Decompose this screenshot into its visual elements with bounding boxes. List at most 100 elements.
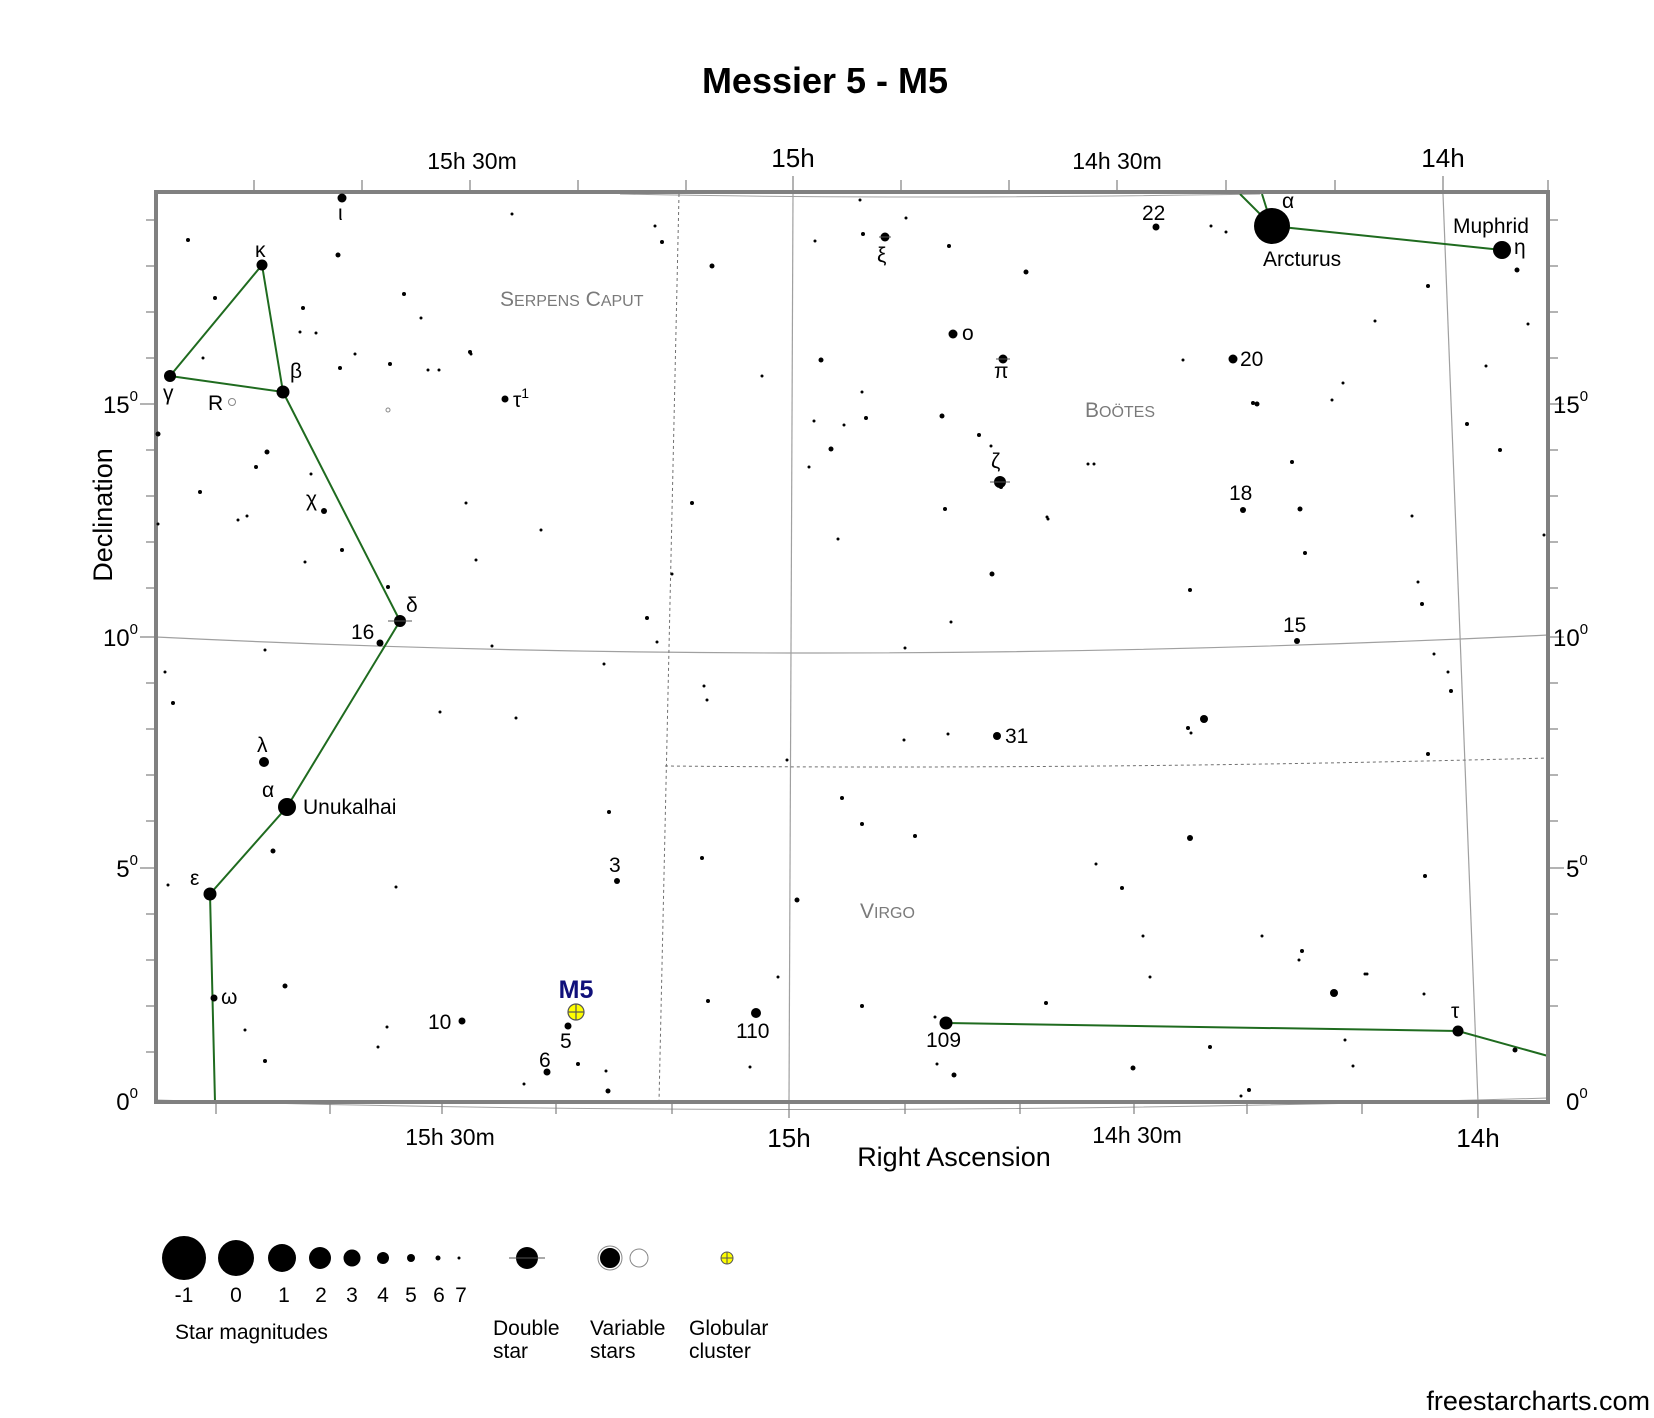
- legend-mag-0: [218, 1240, 254, 1276]
- star: [1297, 958, 1301, 962]
- star-110-vir: [751, 1008, 761, 1018]
- star: [254, 465, 258, 469]
- star: [388, 362, 392, 366]
- dec-right-5: 50: [1566, 852, 1588, 883]
- legend-mag-label: 2: [315, 1284, 327, 1307]
- star: [1239, 1094, 1243, 1098]
- star: [163, 670, 167, 674]
- y-axis-title: Declination: [88, 448, 118, 582]
- star: [947, 244, 951, 248]
- label-10-ser: 10: [428, 1011, 451, 1034]
- proper-names: Arcturus Muphrid Unukalhai: [303, 215, 1529, 819]
- star-6-ser: [543, 1068, 551, 1076]
- constellation-boundaries: [658, 193, 1549, 1103]
- star: [913, 834, 917, 838]
- star: [353, 352, 357, 356]
- dec-right-10: 100: [1553, 621, 1588, 652]
- star-16-ser: [376, 639, 384, 647]
- legend-magnitudes-title: Star magnitudes: [175, 1321, 328, 1344]
- label-alpha-ser: α: [262, 779, 274, 802]
- label-eta-boo: η: [1514, 236, 1526, 259]
- star: [1426, 284, 1430, 288]
- star-tau-vir: [1452, 1025, 1464, 1037]
- star: [903, 646, 907, 650]
- label-delta-ser: δ: [406, 594, 418, 617]
- label-chi-ser: χ: [306, 488, 317, 511]
- star: [660, 240, 664, 244]
- star: [858, 198, 862, 202]
- label-16-ser: 16: [351, 621, 374, 644]
- legend-double-star-label-2: star: [493, 1340, 528, 1363]
- legend-variable-star-ring: [597, 1245, 623, 1271]
- star-r-ser: [228, 398, 236, 406]
- star: [309, 472, 313, 476]
- star: [807, 465, 811, 469]
- star: [604, 1069, 608, 1073]
- star: [340, 548, 344, 552]
- constellation-name-bootes: BOÖTES: [1085, 399, 1155, 422]
- star: [1141, 934, 1145, 938]
- label-tau1-ser: τ1: [513, 385, 529, 412]
- star: [1426, 752, 1430, 756]
- name-muphrid: Muphrid: [1453, 215, 1529, 238]
- star: [1449, 689, 1453, 693]
- star: [386, 585, 390, 589]
- dec-right-0: 00: [1566, 1085, 1588, 1116]
- star: [243, 1028, 247, 1032]
- star: [1086, 462, 1090, 466]
- legend-mag-4: [377, 1252, 389, 1264]
- star: [335, 252, 341, 258]
- star: [902, 738, 906, 742]
- legend-variable-star-icon: [600, 1248, 620, 1268]
- star: [539, 528, 543, 532]
- star: [155, 431, 161, 437]
- star: [1023, 269, 1029, 275]
- star: [1300, 949, 1304, 953]
- star: [709, 263, 715, 269]
- star: [1208, 1045, 1212, 1049]
- star: [198, 490, 202, 494]
- label-alpha-boo: α: [1282, 190, 1294, 213]
- star: [464, 501, 468, 505]
- name-arcturus: Arcturus: [1263, 248, 1341, 271]
- dec-left-15: 150: [103, 388, 138, 419]
- star: [842, 423, 846, 427]
- credit-link[interactable]: freestarcharts.com: [1426, 1386, 1650, 1416]
- star: [314, 331, 318, 335]
- star: [514, 716, 518, 720]
- star: [1120, 886, 1124, 890]
- star: [705, 698, 709, 702]
- star: [264, 449, 270, 455]
- star: [700, 856, 704, 860]
- star: [836, 537, 840, 541]
- label-gamma-ser: γ: [163, 382, 174, 405]
- star: [298, 330, 302, 334]
- star: [653, 224, 657, 228]
- star-alpha-ser: [278, 798, 296, 816]
- star: [263, 1059, 267, 1063]
- dec-left-labels: 150 100 50 00: [103, 388, 138, 1116]
- label-lambda-ser: λ: [257, 734, 268, 757]
- star: [376, 1045, 380, 1049]
- star: [437, 368, 441, 372]
- label-tau-vir: τ: [1451, 1000, 1460, 1023]
- ra-top-labels: 15h 30m 15h 14h 30m 14h: [427, 143, 1464, 174]
- label-109-vir: 109: [926, 1029, 961, 1052]
- star: [1410, 514, 1414, 518]
- m5-label: M5: [559, 976, 594, 1004]
- star-iota-ser: [337, 193, 347, 203]
- star: [1416, 580, 1420, 584]
- star-20-boo: [1228, 354, 1238, 364]
- ra-bottom-label-14h: 14h: [1456, 1123, 1499, 1153]
- star: [301, 306, 305, 310]
- dec-left-0: 00: [116, 1085, 138, 1116]
- star: [1446, 670, 1450, 674]
- star: [1423, 874, 1427, 878]
- star-labels: ι κ γ β R τ1 χ δ 16 λ α ε ω 10 5 6 3 110…: [163, 190, 1526, 1072]
- legend-double-star-label-1: Double: [493, 1317, 560, 1340]
- legend-variable-stars-label-2: stars: [590, 1340, 636, 1363]
- star-gamma-ser: [164, 370, 176, 382]
- star-eta-boo: [1493, 241, 1511, 259]
- bright-stars: [164, 193, 1511, 1076]
